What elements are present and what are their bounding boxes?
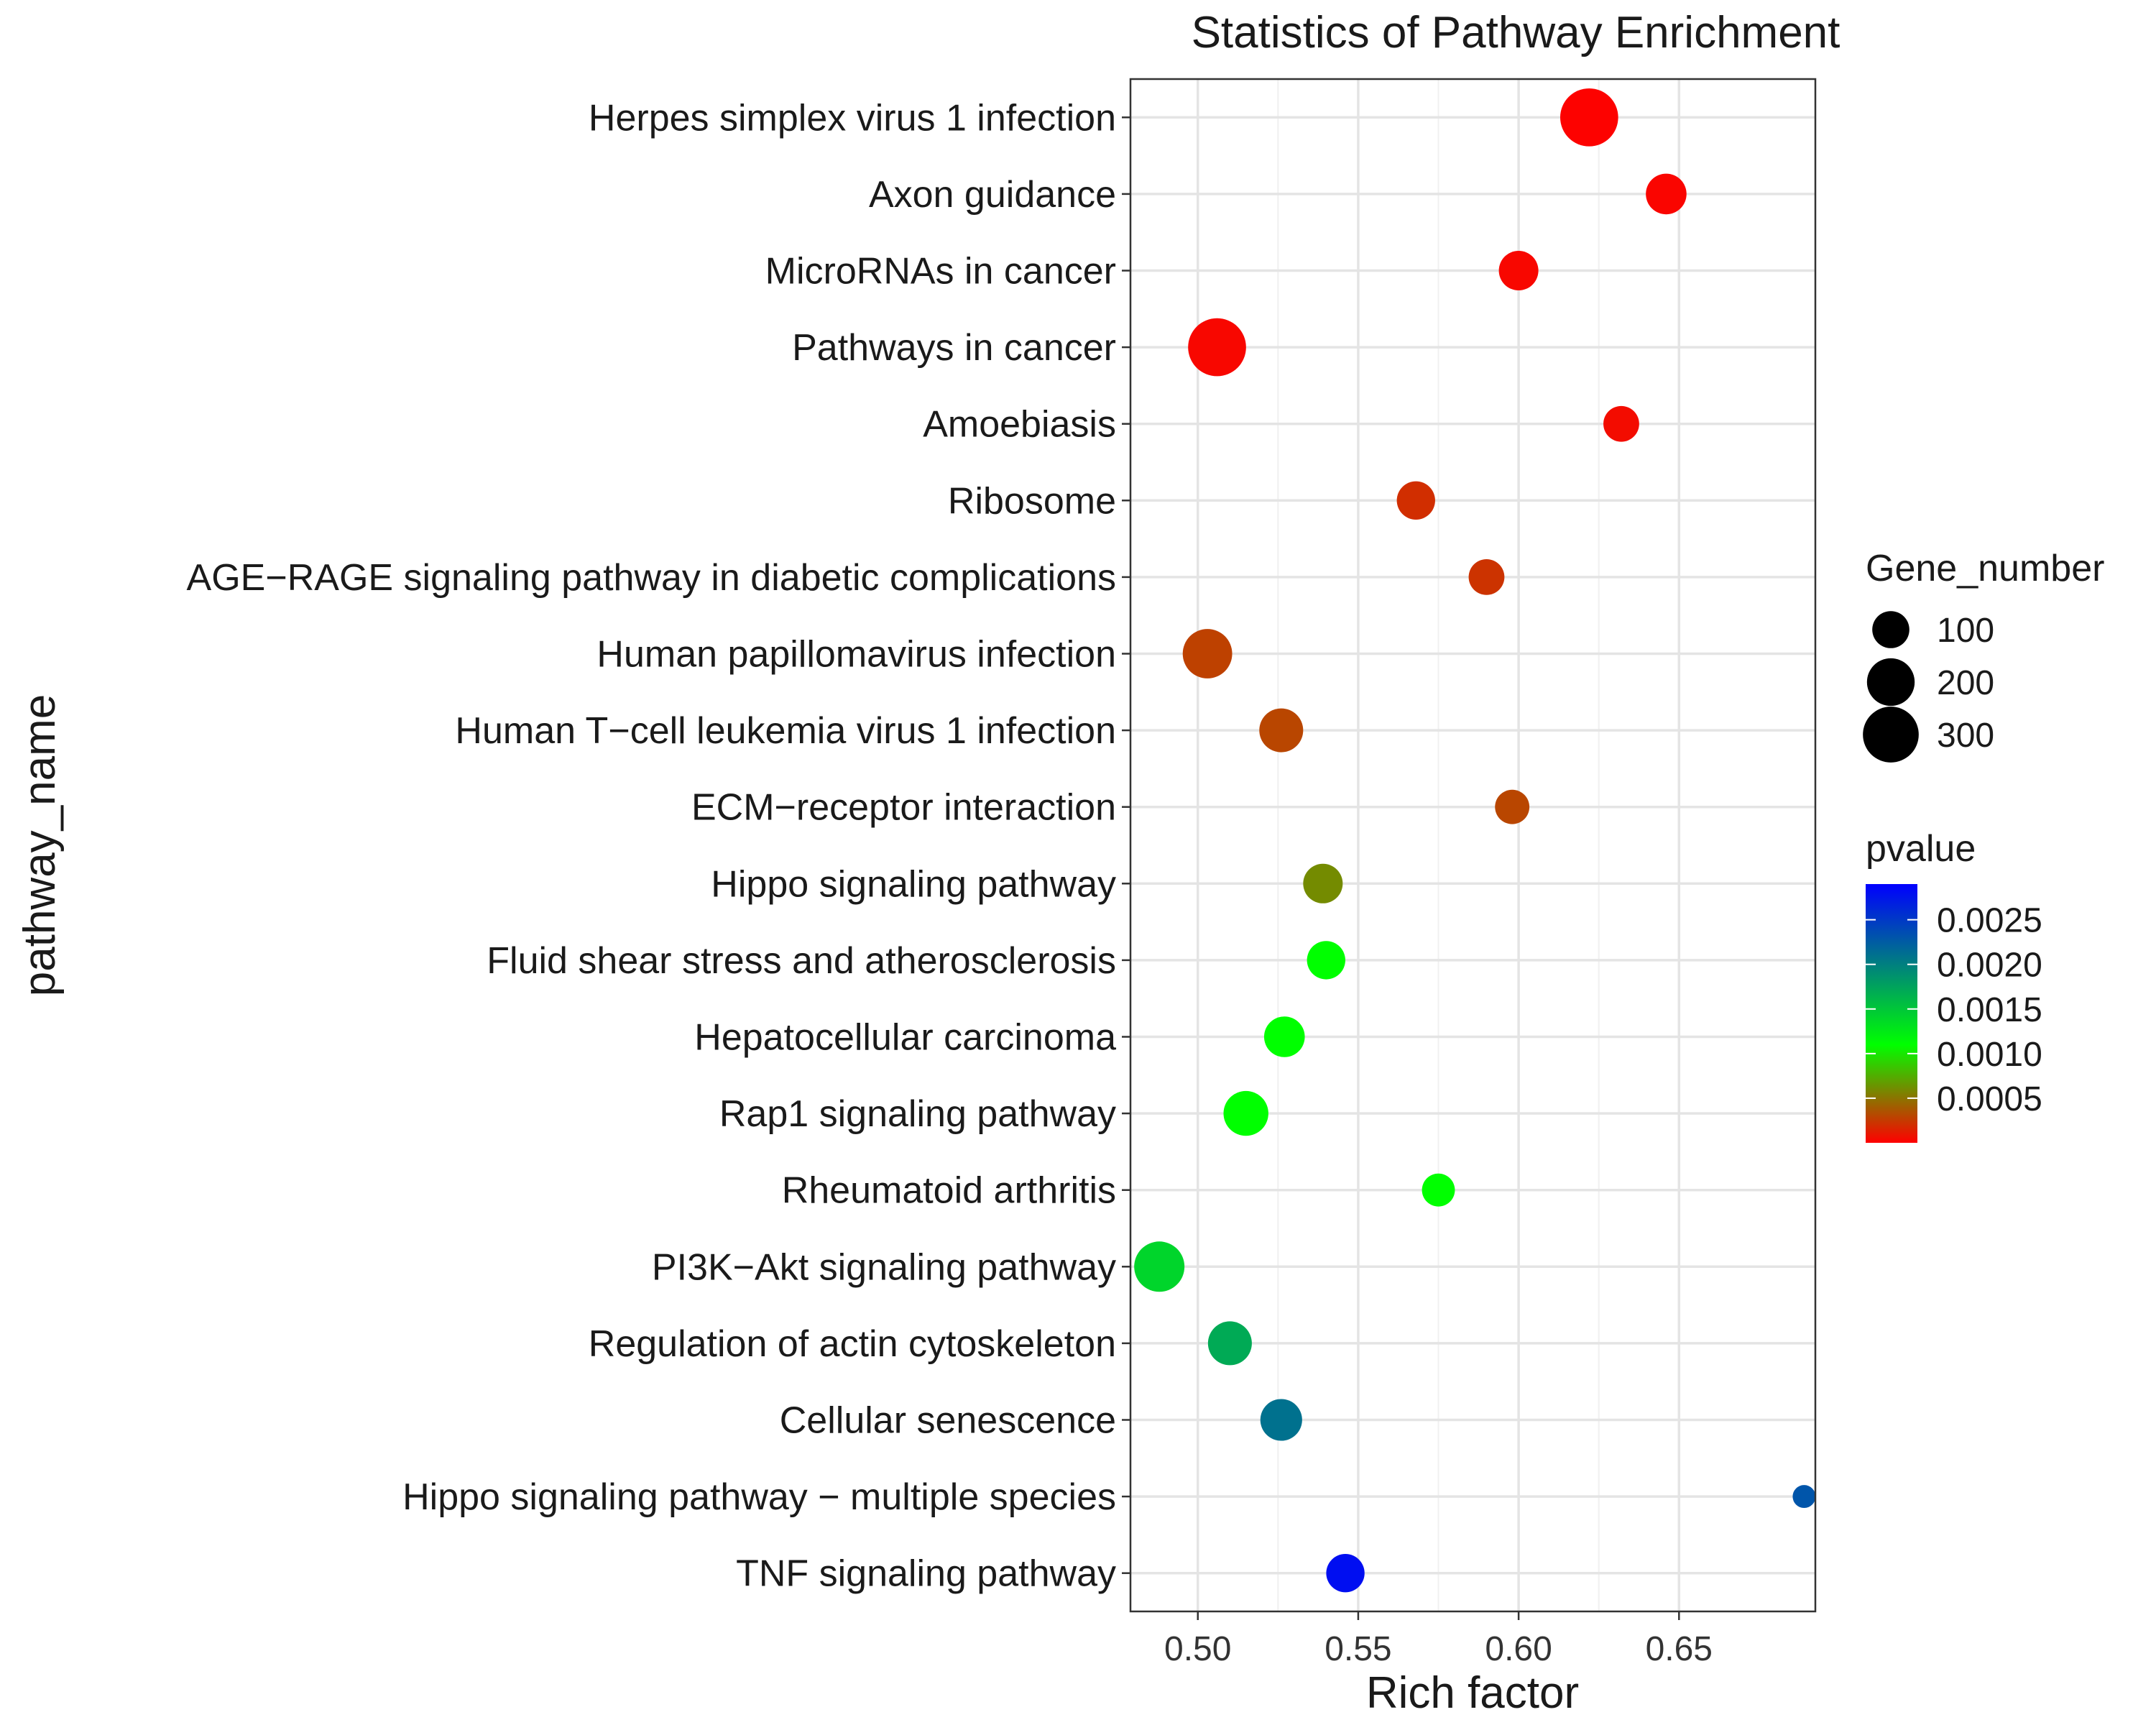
plot-panel-border — [1129, 78, 1817, 1613]
data-point — [1260, 1399, 1302, 1441]
data-point — [1307, 941, 1345, 980]
data-point — [1303, 863, 1343, 903]
size-legend-label: 100 — [1937, 612, 1994, 650]
y-tick-label: Fluid shear stress and atherosclerosis — [487, 940, 1116, 982]
data-point — [1495, 789, 1530, 824]
color-bar — [1866, 884, 1917, 1143]
y-tick-label: Hepatocellular carcinoma — [694, 1017, 1116, 1059]
color-legend-title: pvalue — [1866, 828, 1976, 870]
x-axis-title: Rich factor — [1366, 1668, 1579, 1718]
data-point — [1188, 318, 1246, 377]
color-legend-label: 0.0025 — [1937, 902, 2042, 940]
y-tick-label: Amoebiasis — [923, 404, 1116, 446]
size-legend-key — [1866, 658, 1915, 707]
size-legend-key — [1872, 611, 1909, 648]
data-point — [1134, 1241, 1185, 1292]
color-legend-label: 0.0020 — [1937, 947, 2042, 985]
y-tick-label: Rap1 signaling pathway — [719, 1093, 1116, 1135]
y-tick-label: Cellular senescence — [780, 1400, 1116, 1442]
y-tick-label: AGE−RAGE signaling pathway in diabetic c… — [187, 557, 1116, 599]
data-point — [1792, 1485, 1816, 1509]
color-legend-label: 0.0015 — [1937, 991, 2042, 1029]
color-legend: pvalue 0.0025 0.0020 0.0015 0.0010 0.0005 — [1866, 828, 2042, 1143]
data-point — [1603, 405, 1639, 442]
y-tick-label: Axon guidance — [869, 174, 1116, 216]
plot-grid — [1130, 79, 1815, 1611]
data-point — [1182, 629, 1233, 678]
y-tick-labels: Herpes simplex virus 1 infection Axon gui… — [187, 97, 1130, 1595]
size-legend-label: 200 — [1937, 664, 1994, 702]
y-axis-title: pathway_name — [15, 694, 65, 997]
y-tick-label: Human papillomavirus infection — [596, 634, 1116, 676]
color-legend-label: 0.0005 — [1937, 1080, 2042, 1118]
y-tick-label: Herpes simplex virus 1 infection — [589, 97, 1116, 139]
y-tick-label: Hippo signaling pathway − multiple speci… — [402, 1476, 1116, 1518]
data-point — [1498, 251, 1539, 290]
data-point — [1646, 173, 1687, 215]
y-tick-label: Hippo signaling pathway — [711, 863, 1116, 905]
data-point — [1422, 1173, 1455, 1207]
y-tick-label: Ribosome — [948, 480, 1116, 522]
data-point — [1223, 1090, 1268, 1136]
size-legend-title: Gene_number — [1866, 548, 2104, 589]
data-points — [1134, 88, 1816, 1593]
color-legend-label: 0.0010 — [1937, 1036, 2042, 1074]
size-legend-label: 300 — [1937, 717, 1994, 755]
y-tick-label: Pathways in cancer — [792, 327, 1116, 369]
x-tick-label: 0.60 — [1485, 1630, 1552, 1668]
size-legend: Gene_number 100 200 300 — [1863, 548, 2104, 763]
y-tick-label: ECM−receptor interaction — [691, 787, 1116, 829]
y-tick-label: Human T−cell leukemia virus 1 infection — [455, 710, 1116, 752]
data-point — [1326, 1554, 1365, 1593]
y-tick-label: Regulation of actin cytoskeleton — [589, 1323, 1116, 1365]
x-tick-label: 0.65 — [1646, 1630, 1713, 1668]
chart-title: Statistics of Pathway Enrichment — [1192, 8, 1841, 58]
y-tick-label: PI3K−Akt signaling pathway — [652, 1246, 1116, 1288]
data-point — [1263, 1016, 1305, 1057]
y-tick-label: TNF signaling pathway — [736, 1553, 1116, 1595]
data-point — [1560, 88, 1618, 147]
size-legend-key — [1863, 707, 1919, 763]
data-point — [1468, 559, 1505, 595]
data-point — [1259, 708, 1304, 753]
y-tick-label: MicroRNAs in cancer — [765, 251, 1116, 293]
data-point — [1396, 481, 1435, 520]
plot-background — [1130, 79, 1815, 1611]
x-tick-label: 0.50 — [1164, 1630, 1231, 1668]
y-tick-label: Rheumatoid arthritis — [782, 1170, 1116, 1212]
data-point — [1207, 1321, 1252, 1366]
x-tick-label: 0.55 — [1325, 1630, 1391, 1668]
x-tick-labels: 0.50 0.55 0.60 0.65 — [1164, 1611, 1713, 1668]
